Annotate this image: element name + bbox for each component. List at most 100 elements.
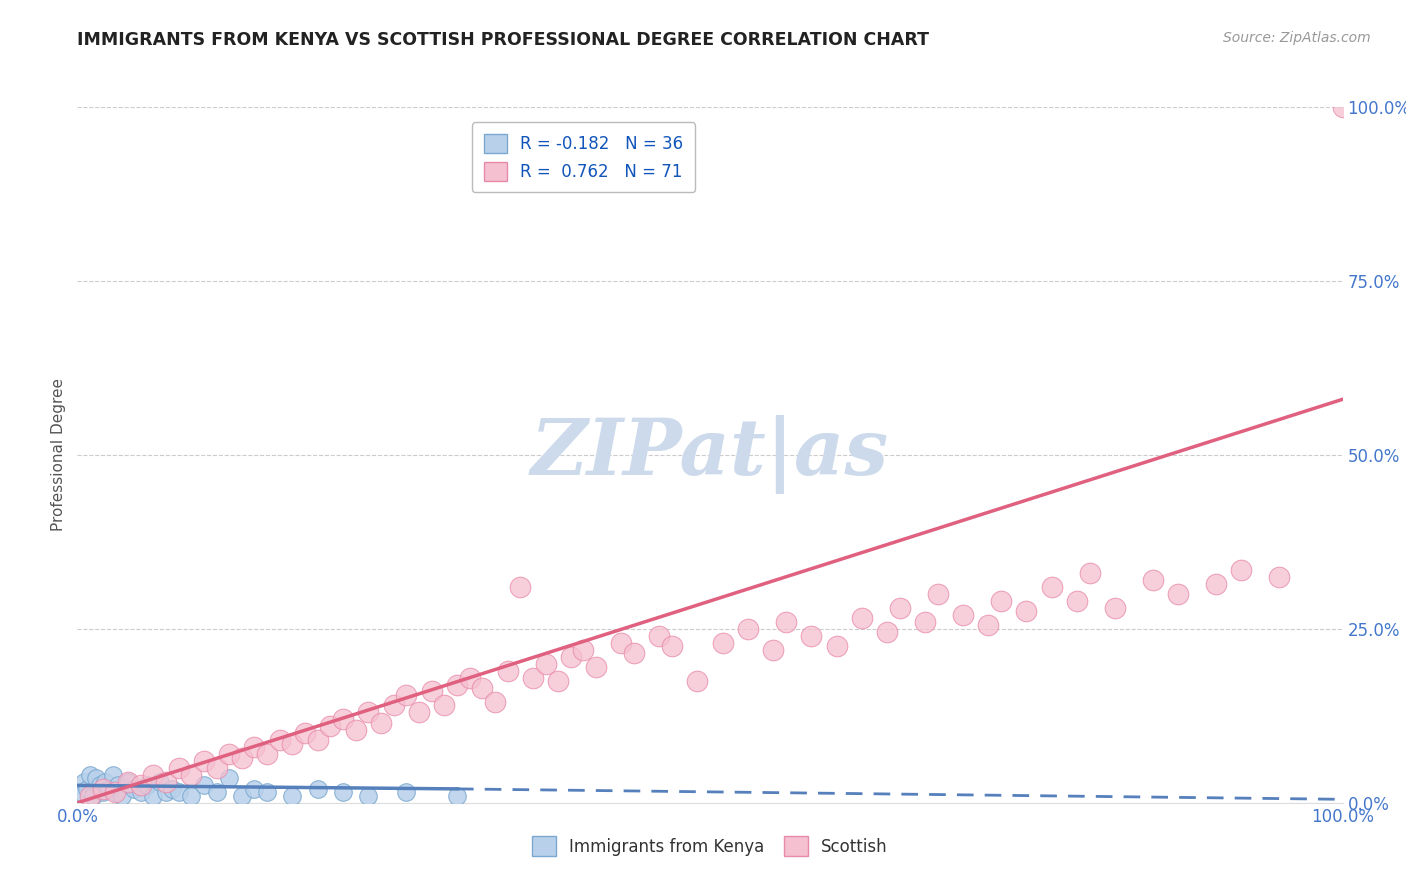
- Point: [522, 671, 544, 685]
- Point: [91, 781, 114, 796]
- Point: [205, 761, 228, 775]
- Point: [623, 646, 645, 660]
- Point: [851, 611, 873, 625]
- Point: [142, 768, 165, 782]
- Point: [124, 781, 146, 796]
- Point: [876, 625, 898, 640]
- Point: [129, 785, 152, 799]
- Point: [610, 636, 633, 650]
- Point: [572, 642, 595, 657]
- Point: [560, 649, 582, 664]
- Point: [70, 785, 93, 799]
- Point: [471, 681, 494, 695]
- Text: IMMIGRANTS FROM KENYA VS SCOTTISH PROFESSIONAL DEGREE CORRELATION CHART: IMMIGRANTS FROM KENYA VS SCOTTISH PROFES…: [77, 31, 929, 49]
- Point: [117, 775, 139, 789]
- Point: [661, 639, 683, 653]
- Point: [281, 789, 304, 803]
- Point: [1230, 563, 1253, 577]
- Point: [319, 719, 342, 733]
- Point: [142, 789, 165, 803]
- Point: [89, 778, 111, 792]
- Point: [76, 781, 98, 796]
- Point: [737, 622, 759, 636]
- Point: [129, 778, 152, 792]
- Point: [79, 789, 101, 803]
- Point: [686, 674, 709, 689]
- Point: [167, 761, 190, 775]
- Point: [332, 712, 354, 726]
- Point: [1066, 594, 1088, 608]
- Point: [180, 789, 202, 803]
- Point: [1015, 605, 1038, 619]
- Point: [825, 639, 848, 653]
- Point: [98, 781, 120, 796]
- Point: [914, 615, 936, 629]
- Text: Source: ZipAtlas.com: Source: ZipAtlas.com: [1223, 31, 1371, 45]
- Point: [243, 781, 266, 796]
- Point: [458, 671, 481, 685]
- Point: [927, 587, 949, 601]
- Point: [218, 772, 240, 786]
- Point: [1104, 601, 1126, 615]
- Point: [1331, 100, 1354, 114]
- Point: [332, 785, 354, 799]
- Point: [86, 772, 108, 786]
- Point: [1078, 566, 1101, 581]
- Point: [269, 733, 291, 747]
- Point: [136, 778, 159, 792]
- Point: [952, 607, 974, 622]
- Point: [446, 677, 468, 691]
- Text: ZIPat|as: ZIPat|as: [531, 416, 889, 494]
- Point: [446, 789, 468, 803]
- Point: [484, 695, 506, 709]
- Point: [711, 636, 734, 650]
- Point: [344, 723, 367, 737]
- Point: [231, 750, 253, 764]
- Point: [294, 726, 316, 740]
- Point: [357, 789, 380, 803]
- Point: [395, 785, 418, 799]
- Point: [977, 618, 1000, 632]
- Point: [91, 785, 114, 799]
- Point: [648, 629, 671, 643]
- Point: [307, 781, 329, 796]
- Point: [547, 674, 569, 689]
- Point: [205, 785, 228, 799]
- Point: [889, 601, 911, 615]
- Point: [193, 778, 215, 792]
- Point: [155, 775, 177, 789]
- Point: [94, 775, 117, 789]
- Point: [256, 747, 278, 761]
- Point: [1268, 570, 1291, 584]
- Point: [1205, 576, 1227, 591]
- Point: [382, 698, 405, 713]
- Point: [117, 775, 139, 789]
- Point: [155, 785, 177, 799]
- Point: [104, 785, 127, 799]
- Point: [73, 775, 96, 789]
- Point: [180, 768, 202, 782]
- Point: [1040, 580, 1063, 594]
- Point: [420, 684, 443, 698]
- Point: [231, 789, 253, 803]
- Point: [1142, 573, 1164, 587]
- Point: [408, 706, 430, 720]
- Point: [218, 747, 240, 761]
- Point: [79, 768, 101, 782]
- Point: [111, 789, 132, 803]
- Point: [256, 785, 278, 799]
- Point: [433, 698, 456, 713]
- Point: [990, 594, 1012, 608]
- Point: [534, 657, 557, 671]
- Point: [162, 781, 183, 796]
- Point: [762, 642, 785, 657]
- Point: [104, 785, 127, 799]
- Point: [585, 660, 607, 674]
- Point: [509, 580, 531, 594]
- Point: [307, 733, 329, 747]
- Point: [193, 754, 215, 768]
- Point: [281, 737, 304, 751]
- Legend: Immigrants from Kenya, Scottish: Immigrants from Kenya, Scottish: [524, 828, 896, 864]
- Point: [800, 629, 823, 643]
- Point: [1167, 587, 1189, 601]
